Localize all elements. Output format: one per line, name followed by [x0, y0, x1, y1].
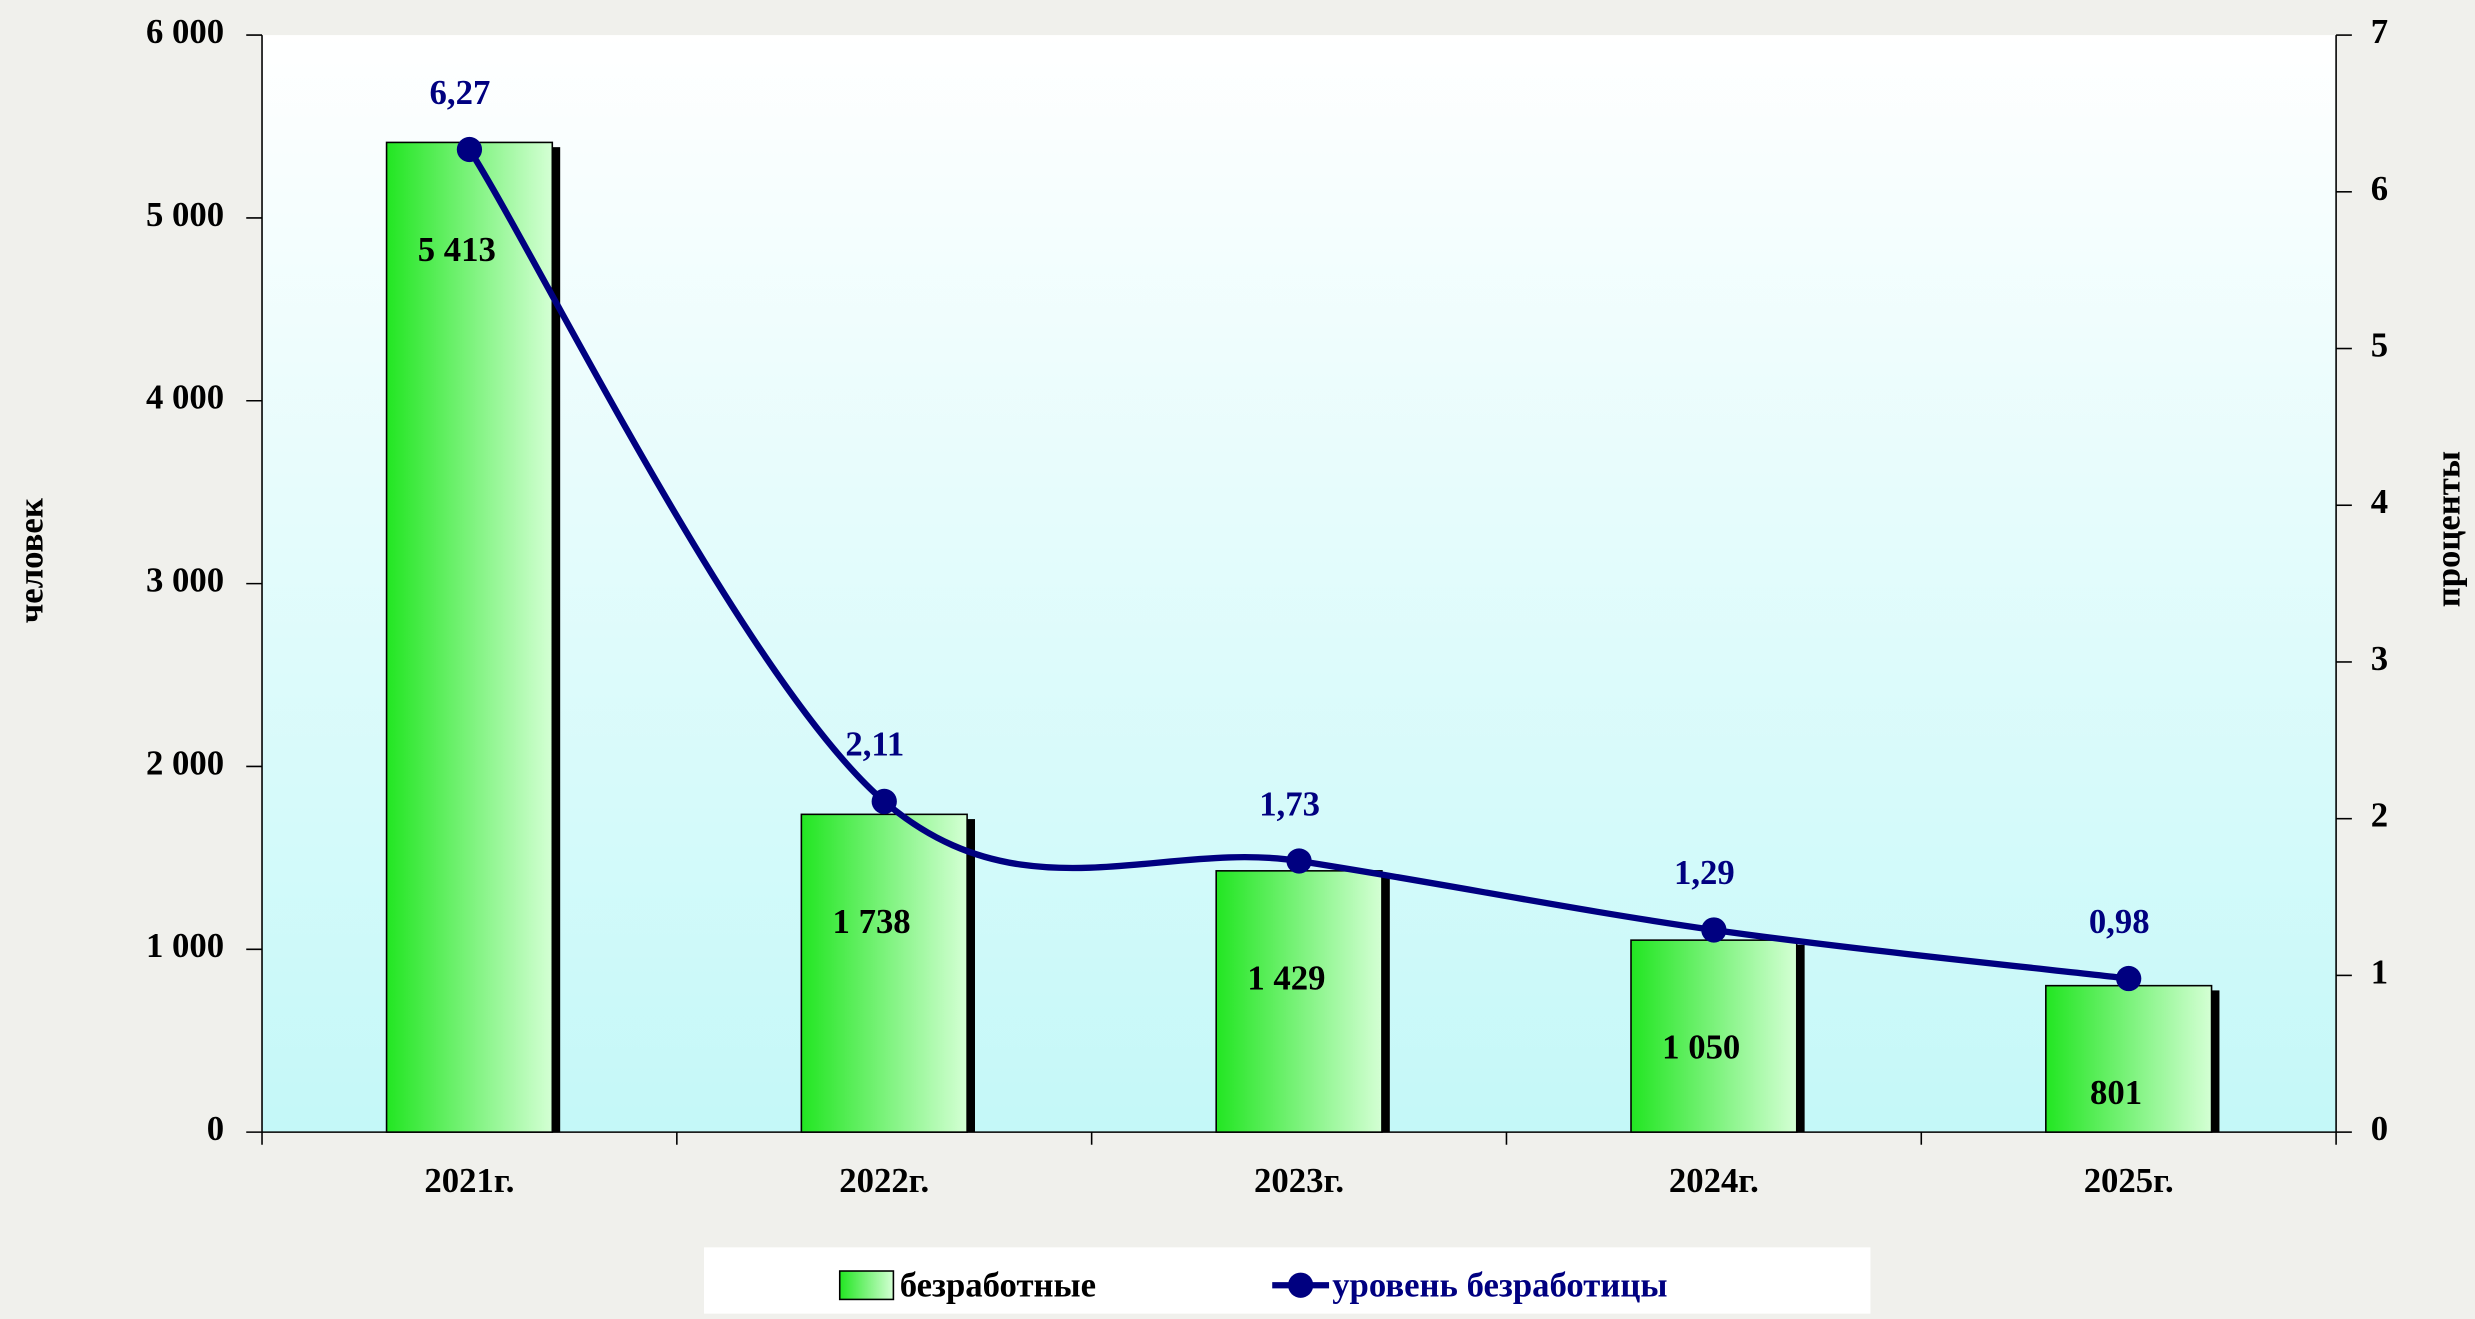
y2-tick-label: 4	[2371, 482, 2388, 521]
y-tick-label: 4 000	[146, 378, 224, 417]
bar-value-label: 1 429	[1247, 958, 1325, 997]
legend-marker	[1288, 1272, 1314, 1298]
y-tick-label: 1 000	[146, 926, 224, 965]
line-value-label: 0,98	[2089, 902, 2150, 941]
line-point	[1286, 848, 1312, 874]
legend-label: уровень безработицы	[1332, 1265, 1667, 1304]
y2-tick-label: 5	[2371, 325, 2388, 364]
bar	[2045, 984, 2213, 1133]
y-axis-label: человек	[12, 498, 51, 623]
x-tick-label: 2022г.	[839, 1161, 929, 1200]
line-point	[456, 136, 483, 163]
x-tick-label: 2021г.	[424, 1161, 514, 1200]
line-point	[871, 788, 897, 815]
line-value-label: 6,27	[430, 73, 491, 112]
y-tick-label: 6 000	[146, 12, 224, 51]
bar-value-label: 801	[2090, 1073, 2142, 1112]
y2-tick-label: 6	[2371, 169, 2388, 208]
line-value-label: 2,11	[845, 725, 904, 764]
bar	[1215, 870, 1383, 1133]
line-point	[2116, 965, 2142, 992]
y-tick-label: 3 000	[146, 561, 224, 600]
y-tick-label: 2 000	[146, 743, 224, 782]
bar-value-label: 1 738	[833, 902, 911, 941]
bar	[385, 141, 554, 1133]
y-tick-label: 5 000	[146, 195, 224, 234]
bar	[1630, 939, 1798, 1133]
y2-tick-label: 1	[2371, 952, 2388, 991]
legend-label: безработные	[900, 1265, 1096, 1304]
y2-tick-label: 2	[2371, 796, 2388, 835]
line-value-label: 1,29	[1674, 853, 1735, 892]
line-point	[1701, 917, 1727, 943]
bar-value-label: 5 413	[418, 230, 496, 269]
y2-tick-label: 7	[2371, 12, 2388, 51]
bar-value-label: 1 050	[1662, 1028, 1740, 1067]
x-tick-label: 2023г.	[1254, 1161, 1344, 1200]
x-tick-label: 2024г.	[1669, 1161, 1759, 1200]
y2-tick-label: 0	[2371, 1109, 2388, 1148]
x-tick-label: 2025г.	[2084, 1161, 2174, 1200]
bar	[800, 813, 968, 1133]
legend	[703, 1247, 1871, 1314]
legend-swatch	[838, 1270, 895, 1301]
y-tick-label: 0	[207, 1109, 224, 1148]
y2-tick-label: 3	[2371, 639, 2388, 678]
y2-axis-label: проценты	[2428, 451, 2467, 607]
line	[466, 147, 2130, 982]
line-value-label: 1,73	[1259, 784, 1320, 823]
